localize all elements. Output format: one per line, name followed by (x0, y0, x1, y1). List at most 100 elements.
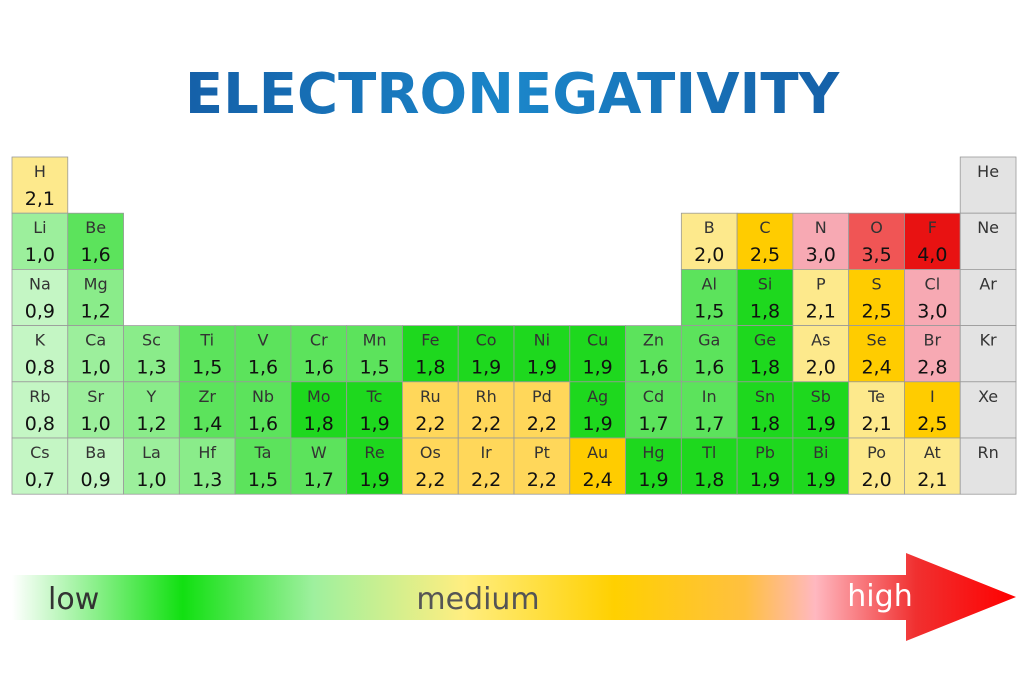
element-cell (67, 381, 124, 439)
element-value: 0,7 (25, 469, 55, 491)
element-value: 1,9 (583, 413, 613, 435)
element-value: 2,5 (917, 413, 947, 435)
element-symbol: Te (867, 387, 885, 406)
element-value: 1,9 (638, 469, 668, 491)
element-symbol: Zr (198, 387, 216, 406)
element-value: 2,5 (861, 300, 891, 322)
element-cell (290, 437, 348, 495)
element-value: 1,9 (471, 357, 501, 379)
element-cell (904, 325, 961, 383)
element-cell (904, 268, 961, 326)
element-cell (123, 437, 180, 495)
element-cell (513, 437, 571, 495)
element-cell (67, 268, 124, 326)
element-symbol: Ne (977, 218, 999, 237)
element-cell (959, 268, 1017, 326)
element-cell (67, 325, 124, 383)
element-value: 1,5 (694, 300, 724, 322)
element-cell (178, 325, 236, 383)
element-symbol: Mn (363, 331, 387, 350)
element-cell (11, 437, 69, 495)
element-value: 1,0 (81, 357, 111, 379)
element-symbol: Li (33, 218, 46, 237)
element-symbol: Ag (587, 387, 608, 406)
element-symbol: V (258, 331, 269, 350)
scale-medium: medium (416, 582, 539, 617)
element-value: 1,5 (192, 357, 222, 379)
element-symbol: Cl (925, 274, 941, 293)
element-symbol: Sb (811, 387, 831, 406)
scale-low: low (48, 582, 99, 617)
element-value: 1,8 (750, 357, 780, 379)
element-symbol: Nb (252, 387, 274, 406)
element-value: 1,5 (359, 357, 389, 379)
element-value: 0,9 (25, 300, 55, 322)
element-symbol: Sn (755, 387, 775, 406)
element-symbol: Ba (85, 443, 106, 462)
element-cell (792, 437, 850, 495)
element-value: 2,1 (25, 188, 55, 210)
element-symbol: F (928, 218, 937, 237)
element-cell (959, 381, 1017, 439)
element-cell (11, 325, 69, 383)
element-symbol: Rn (977, 443, 998, 462)
element-value: 1,0 (136, 469, 166, 491)
element-cell (736, 437, 794, 495)
element-cell (569, 381, 626, 439)
element-value: 1,9 (359, 413, 389, 435)
element-symbol: Ru (420, 387, 441, 406)
element-symbol: Rh (475, 387, 496, 406)
element-cell (457, 325, 515, 383)
element-value: 1,6 (694, 357, 724, 379)
element-cell (346, 381, 403, 439)
element-cell (402, 437, 459, 495)
element-value: 1,3 (136, 357, 166, 379)
element-value: 1,2 (136, 413, 166, 435)
element-cell (736, 212, 794, 270)
element-value: 1,8 (694, 469, 724, 491)
element-value: 1,8 (750, 300, 780, 322)
element-cell (11, 156, 69, 214)
element-cell (625, 381, 682, 439)
element-value: 1,4 (192, 413, 222, 435)
element-value: 2,2 (471, 469, 501, 491)
element-symbol: Tl (701, 443, 716, 462)
element-value: 0,8 (25, 357, 55, 379)
element-value: 2,4 (861, 357, 891, 379)
element-value: 1,6 (638, 357, 668, 379)
element-value: 2,5 (750, 244, 780, 266)
element-value: 2,4 (583, 469, 613, 491)
element-symbol: Pd (532, 387, 552, 406)
element-symbol: Pb (755, 443, 775, 462)
element-symbol: Fe (421, 331, 439, 350)
element-cell (234, 325, 292, 383)
element-value: 2,2 (471, 413, 501, 435)
element-symbol: Be (85, 218, 106, 237)
element-value: 1,3 (192, 469, 222, 491)
element-symbol: At (924, 443, 941, 462)
element-value: 1,8 (415, 357, 445, 379)
element-symbol: Kr (980, 331, 997, 350)
element-symbol: Ca (85, 331, 106, 350)
element-value: 1,7 (304, 469, 334, 491)
element-symbol: Pt (534, 443, 550, 462)
element-symbol: Cr (310, 331, 328, 350)
element-symbol: Si (758, 274, 773, 293)
element-value: 2,1 (861, 413, 891, 435)
element-cell (11, 212, 69, 270)
element-cell (11, 381, 69, 439)
element-cell (123, 381, 180, 439)
element-cell (680, 381, 738, 439)
scale-arrow (12, 553, 1016, 641)
element-symbol: Rb (29, 387, 50, 406)
element-cell (178, 381, 236, 439)
element-symbol: C (759, 218, 770, 237)
element-value: 1,9 (359, 469, 389, 491)
element-cell (625, 437, 682, 495)
element-symbol: S (871, 274, 881, 293)
element-value: 2,0 (861, 469, 891, 491)
element-symbol: Hg (642, 443, 664, 462)
element-symbol: I (930, 387, 935, 406)
element-symbol: Re (364, 443, 384, 462)
